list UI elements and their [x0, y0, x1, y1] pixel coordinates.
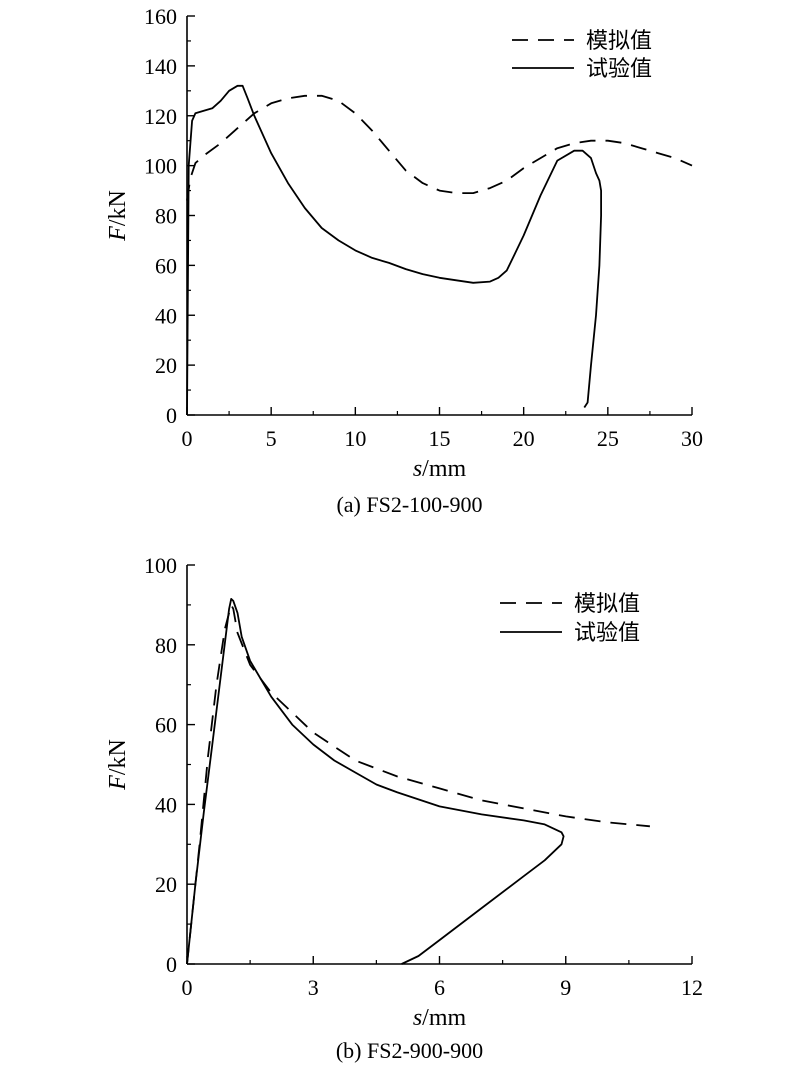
- y-axis-label: F/kN: [105, 739, 131, 791]
- y-tick-label: 100: [144, 553, 177, 578]
- x-tick-label: 20: [513, 426, 535, 451]
- y-tick-label: 20: [155, 353, 177, 378]
- legend-label: 试验值: [574, 621, 640, 646]
- y-axis-label-variable: F: [105, 775, 131, 791]
- x-axis-label-variable: s: [413, 1005, 422, 1031]
- x-tick-label: 15: [429, 426, 451, 451]
- y-axis-label-unit: /kN: [105, 190, 131, 226]
- y-tick-label: 20: [155, 872, 177, 897]
- x-tick-label: 0: [182, 975, 193, 1000]
- y-tick-label: 80: [155, 204, 177, 229]
- x-tick-label: 9: [560, 975, 571, 1000]
- x-axis-label: s/mm: [413, 456, 467, 482]
- chart-caption: (a) FS2-100-900: [336, 492, 482, 517]
- x-tick-label: 10: [344, 426, 366, 451]
- y-axis-label-variable: F: [105, 226, 131, 242]
- x-tick-label: 25: [597, 426, 619, 451]
- x-axis-label-unit: /mm: [422, 456, 466, 482]
- legend-label: 模拟值: [586, 29, 652, 54]
- y-axis-label-unit: /kN: [105, 739, 131, 775]
- x-tick-label: 12: [681, 975, 703, 1000]
- y-tick-label: 60: [155, 253, 177, 278]
- y-tick-label: 40: [155, 303, 177, 328]
- x-axis-label-variable: s: [413, 456, 422, 482]
- y-axis-label: F/kN: [105, 190, 131, 242]
- series-line-simulated: [186, 94, 693, 201]
- series-line-experimental: [186, 598, 565, 965]
- x-tick-label: 5: [266, 426, 277, 451]
- y-tick-label: 40: [155, 792, 177, 817]
- x-axis-label: s/mm: [413, 1005, 467, 1031]
- x-tick-label: 0: [182, 426, 193, 451]
- x-axis-label-unit: /mm: [422, 1005, 466, 1031]
- y-tick-label: 140: [144, 54, 177, 79]
- chart-caption: (b) FS2-900-900: [336, 1038, 483, 1063]
- legend-label: 模拟值: [574, 592, 640, 617]
- y-tick-label: 160: [144, 4, 177, 29]
- y-tick-label: 60: [155, 713, 177, 738]
- y-tick-label: 80: [155, 633, 177, 658]
- x-tick-label: 3: [308, 975, 319, 1000]
- x-tick-label: 6: [434, 975, 445, 1000]
- y-tick-label: 100: [144, 154, 177, 179]
- legend-label: 试验值: [586, 57, 652, 82]
- y-tick-label: 0: [166, 952, 177, 977]
- series-line-experimental: [186, 84, 602, 416]
- series-line-simulated: [186, 604, 650, 965]
- y-tick-label: 0: [166, 403, 177, 428]
- chart-panel-a: 0 20 40 60 80 100 120 140 160 0 5 10 15 20 25 30 s/mm F/k…: [105, 4, 703, 517]
- x-tick-label: 30: [681, 426, 703, 451]
- chart-panel-b: 0 20 40 60 80 100 0 3 6 9 12 s/mm F/kN (b) FS2-900-90…: [105, 553, 703, 1063]
- y-tick-label: 120: [144, 104, 177, 129]
